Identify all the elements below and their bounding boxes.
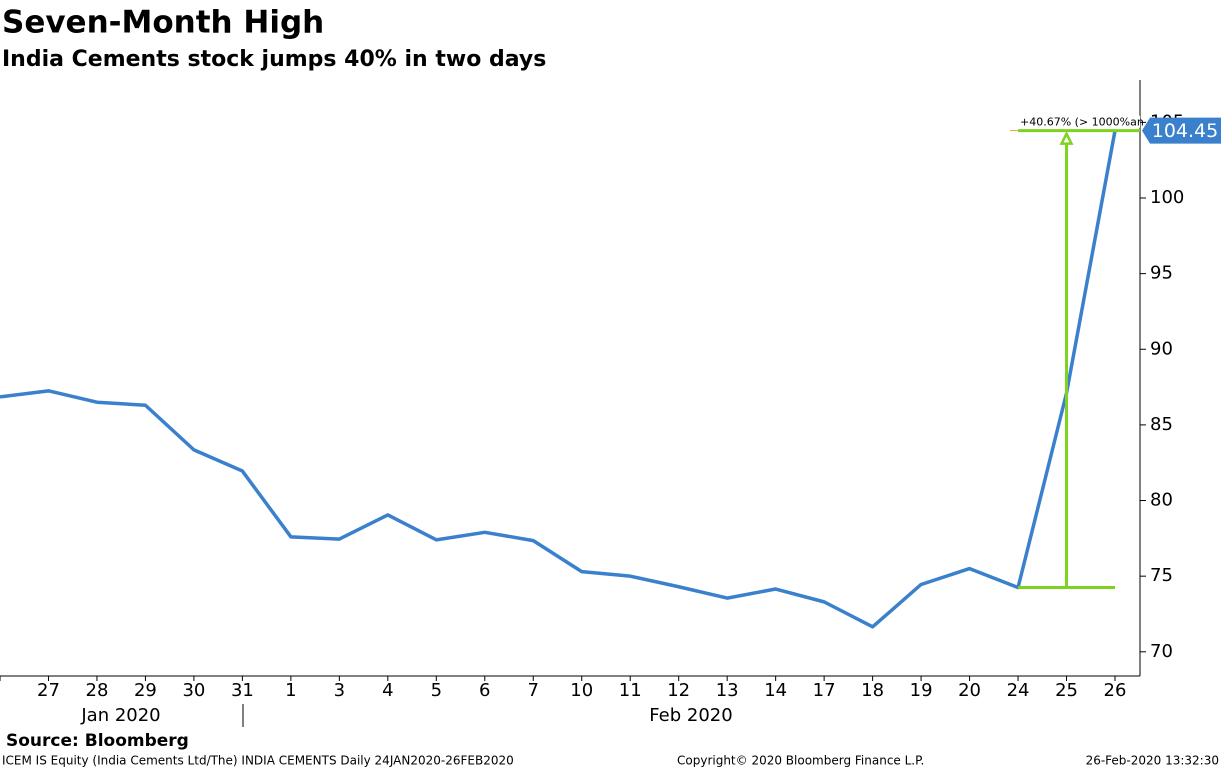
period-label: Feb 2020 bbox=[649, 705, 732, 726]
x-tick-label: 4 bbox=[382, 680, 393, 701]
y-tick-label: 70 bbox=[1150, 641, 1173, 662]
x-tick-label: 18 bbox=[861, 680, 884, 701]
footer-center: Copyright© 2020 Bloomberg Finance L.P. bbox=[677, 754, 924, 768]
x-tick-label: 6 bbox=[479, 680, 490, 701]
x-tick-label: 5 bbox=[431, 680, 442, 701]
x-tick-label: 7 bbox=[528, 680, 539, 701]
x-tick-label: 11 bbox=[619, 680, 642, 701]
x-tick-label: 1 bbox=[285, 680, 296, 701]
x-tick-label: 24 bbox=[1007, 680, 1030, 701]
source: Source: Bloomberg bbox=[6, 731, 189, 751]
period-label: Jan 2020 bbox=[80, 705, 160, 726]
x-tick-label: 3 bbox=[334, 680, 345, 701]
x-tick-label: 17 bbox=[813, 680, 836, 701]
x-tick-label: 30 bbox=[182, 680, 205, 701]
x-tick-label: 14 bbox=[764, 680, 787, 701]
chart-title: Seven-Month High bbox=[2, 5, 324, 41]
x-tick-label: 20 bbox=[958, 680, 981, 701]
x-tick-label: 12 bbox=[667, 680, 690, 701]
last-price-tag bbox=[1142, 117, 1221, 144]
x-tick-label: 26 bbox=[1104, 680, 1127, 701]
x-tick-label: 10 bbox=[570, 680, 593, 701]
y-tick-label: 80 bbox=[1150, 490, 1173, 511]
x-tick-label: 27 bbox=[37, 680, 60, 701]
y-tick-label: 95 bbox=[1150, 263, 1173, 284]
x-tick-label: 28 bbox=[86, 680, 109, 701]
y-tick-label: 90 bbox=[1150, 338, 1173, 359]
x-tick-label: 31 bbox=[231, 680, 254, 701]
x-tick-label: 25 bbox=[1055, 680, 1078, 701]
y-tick-label: 85 bbox=[1150, 414, 1173, 435]
x-tick-label: 29 bbox=[134, 680, 157, 701]
x-tick-label: 19 bbox=[910, 680, 933, 701]
footer-right: 26-Feb-2020 13:32:30 bbox=[1086, 754, 1219, 768]
x-tick-label: 13 bbox=[716, 680, 739, 701]
annotation-arrow bbox=[1059, 130, 1074, 145]
y-tick-label: 75 bbox=[1150, 565, 1173, 586]
y-tick-label: 100 bbox=[1150, 187, 1184, 208]
series-line bbox=[0, 130, 1117, 629]
last-price-label: 104.45 bbox=[1152, 120, 1218, 142]
chart-subtitle: India Cements stock jumps 40% in two day… bbox=[2, 47, 546, 72]
footer-left: ICEM IS Equity (India Cements Ltd/The) I… bbox=[2, 754, 514, 768]
annotation-bg bbox=[1017, 115, 1140, 128]
annotation-text: +40.67% (> 1000%an bbox=[1020, 116, 1144, 129]
